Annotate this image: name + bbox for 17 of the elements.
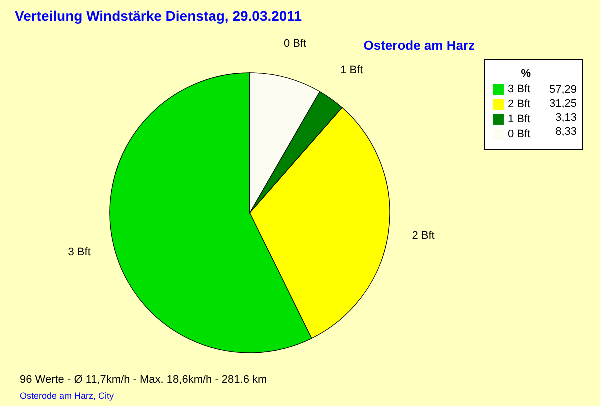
data-label: 57,29 [549,84,577,96]
legend-label: 3 Bft [508,84,531,96]
slice-label: 2 Bft [412,230,435,242]
text: 96 Werte - Ø 11,7km/h - Max. 18,6km/h - 281.6 km [20,374,268,386]
slice-label: 0 Bft [284,38,307,50]
legend-title: % [521,68,532,80]
legend-label: 1 Bft [508,114,531,126]
data-label: 8,33 [556,126,577,138]
slice-label: 3 Bft [68,246,91,259]
chart-title: Verteilung Windstärke Dienstag, 29.03.2011 [15,8,302,24]
chart-subtitle: Osterode am Harz [364,38,476,53]
slice-label: 1 Bft [340,64,364,77]
text: Osterode am Harz, City [20,391,115,401]
data-label: 31,25 [549,98,577,110]
legend-label: 0 Bft [508,128,531,140]
data-label: 3,13 [556,112,577,124]
legend-label: 2 Bft [508,98,531,110]
